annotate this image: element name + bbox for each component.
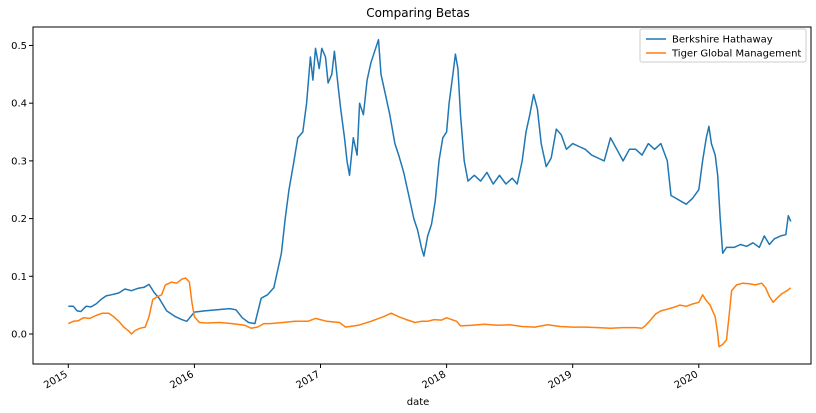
legend: Berkshire Hathaway Tiger Global Managemen…: [639, 28, 807, 63]
x-tick-label-2015: 2015: [42, 369, 70, 391]
legend-label-0: Berkshire Hathaway: [672, 35, 773, 46]
chart-title: Comparing Betas: [366, 6, 470, 20]
x-tick-label-2020: 2020: [673, 369, 701, 391]
series-layer: [67, 38, 792, 348]
x-tick-label-2018: 2018: [421, 369, 449, 391]
x-axis: 2015 2016 2017 2018 2019 2020: [42, 364, 700, 391]
y-tick-label-0.4: 0.4: [11, 99, 27, 110]
x-axis-label: date: [407, 397, 430, 408]
x-tick-label-2019: 2019: [547, 369, 575, 391]
y-tick-label-0.0: 0.0: [11, 329, 27, 340]
y-tick-label-0.3: 0.3: [11, 156, 27, 167]
y-tick-label-0.2: 0.2: [11, 214, 27, 225]
y-tick-label-0.1: 0.1: [11, 272, 27, 283]
y-axis: 0.0 0.1 0.2 0.3 0.4 0.5: [11, 41, 33, 340]
legend-box: [639, 28, 807, 63]
series-line-0: [68, 38, 792, 325]
legend-label-1: Tiger Global Management: [671, 49, 801, 60]
y-tick-label-0.5: 0.5: [11, 41, 27, 52]
series-line-1: [67, 277, 792, 348]
plot-frame: [32, 26, 812, 365]
x-tick-label-2016: 2016: [168, 369, 196, 391]
x-tick-label-2017: 2017: [294, 369, 322, 391]
